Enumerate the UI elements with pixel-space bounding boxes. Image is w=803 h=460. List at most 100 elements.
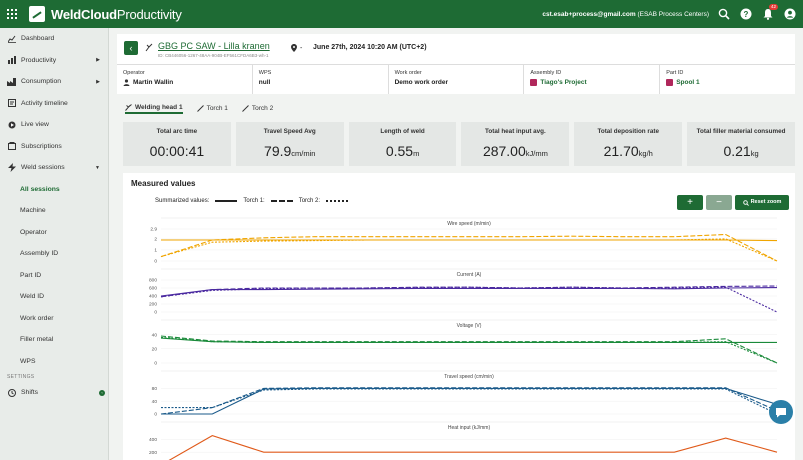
svg-text:?: ? — [744, 10, 749, 19]
search-icon[interactable] — [717, 7, 731, 21]
apps-icon[interactable] — [7, 9, 17, 19]
legend-dashed-line — [270, 200, 293, 202]
series-line — [160, 287, 778, 297]
y-tick-label: 40 — [152, 399, 158, 405]
summary-stats: Total arc time 00:00:41 Travel Speed Avg… — [123, 122, 795, 166]
info-label: Work order — [394, 70, 422, 76]
info-label: Part ID — [666, 70, 684, 76]
stat-label: Travel Speed Avg — [263, 128, 316, 135]
series-line — [160, 238, 778, 262]
chevron-right-icon: ▶ — [96, 57, 100, 64]
y-tick-label: 200 — [149, 302, 157, 308]
chat-button[interactable] — [769, 400, 793, 424]
series-line — [160, 286, 778, 313]
operator-icon — [123, 79, 130, 86]
stat-unit: kg/h — [638, 149, 653, 158]
y-tick-label: 800 — [149, 278, 157, 284]
y-tick-label: 20 — [152, 346, 158, 352]
stat-number: 0.21 — [723, 143, 751, 159]
stat-number: 21.70 — [603, 143, 639, 159]
dashboard-icon — [7, 34, 16, 43]
stat-value: 287.00kJ/mm — [461, 143, 569, 159]
stat-number: 79.9 — [264, 143, 292, 159]
stat-label: Total filler material consumed — [696, 128, 786, 135]
info-wps: WPS null — [253, 65, 389, 94]
tab-torch-1[interactable]: Torch 1 — [196, 99, 228, 114]
app-name-light: Productivity — [116, 6, 182, 22]
sidebar-subitem-assembly-id[interactable]: Assembly ID — [20, 250, 59, 258]
project-icon — [530, 79, 538, 86]
stat-number: 00:00:41 — [149, 143, 205, 159]
legend-solid-line — [215, 200, 238, 202]
sidebar-item-activity-timeline[interactable]: Activity timeline — [0, 93, 108, 115]
zoom-in-button[interactable]: + — [677, 195, 703, 210]
chat-icon — [776, 407, 786, 417]
stat-value: 79.9cm/min — [236, 143, 344, 159]
assembly-link[interactable]: Tiago's Project — [530, 79, 653, 86]
measured-values-title: Measured values — [131, 179, 196, 188]
logo-icon — [29, 6, 45, 22]
reset-zoom-button[interactable]: Reset zoom — [735, 195, 789, 210]
stat-filler-consumed: Total filler material consumed 0.21kg — [687, 122, 795, 166]
sidebar-subitem-machine[interactable]: Machine — [20, 207, 46, 215]
sidebar: Dashboard Productivity ▶ Consumption ▶ A… — [0, 28, 109, 460]
stat-value: 21.70kg/h — [574, 143, 682, 159]
bell-icon[interactable]: 42 — [761, 4, 778, 21]
tab-torch-2[interactable]: Torch 2 — [242, 99, 273, 114]
user-icon[interactable] — [783, 7, 797, 21]
sidebar-item-consumption[interactable]: Consumption ▶ — [0, 71, 108, 93]
info-label: Operator — [123, 70, 145, 76]
y-tick-label: 0 — [154, 310, 157, 316]
sidebar-subitem-weld-id[interactable]: Weld ID — [20, 293, 45, 301]
weld-head-icon — [125, 103, 132, 111]
location-value: - — [300, 44, 303, 52]
back-button[interactable]: ‹ — [124, 41, 138, 55]
reset-zoom-label: Reset zoom — [750, 199, 782, 205]
stat-total-arc-time: Total arc time 00:00:41 — [123, 122, 231, 166]
app-logo[interactable]: WeldCloudProductivity — [51, 7, 182, 22]
stat-number: 0.55 — [385, 143, 414, 159]
series-line — [160, 233, 778, 262]
top-bar: WeldCloudProductivity cst.esab+process@g… — [0, 0, 803, 28]
zoom-out-button[interactable]: − — [706, 195, 732, 210]
sidebar-item-label: Dashboard — [21, 35, 55, 43]
sidebar-item-productivity[interactable]: Productivity ▶ — [0, 50, 108, 72]
sidebar-subitem-work-order[interactable]: Work order — [20, 314, 54, 322]
sidebar-item-live-view[interactable]: Live view — [0, 114, 108, 136]
shifts-icon — [7, 388, 16, 397]
sidebar-subitem-filler-metal[interactable]: Filler metal — [20, 336, 54, 344]
sidebar-subitem-all-sessions[interactable]: All sessions — [20, 185, 60, 193]
info-operator: Operator Martin Wallin — [117, 65, 253, 94]
sidebar-item-label: Live view — [21, 121, 49, 129]
location: - — [291, 44, 302, 52]
tab-label: Torch 2 — [251, 104, 274, 112]
sidebar-item-shifts[interactable]: Shifts ‹ — [0, 382, 108, 404]
chart-icon — [7, 56, 16, 65]
weld-torch-icon — [145, 43, 153, 52]
part-link[interactable]: Spool 1 — [666, 79, 789, 86]
help-icon[interactable]: ? — [739, 7, 753, 21]
sidebar-subitem-part-id[interactable]: Part ID — [20, 271, 42, 279]
stat-length-of-weld: Length of weld 0.55m — [348, 122, 457, 166]
sidebar-item-subscriptions[interactable]: Subscriptions — [0, 136, 108, 158]
legend-summary-label: Summarized values: — [155, 198, 210, 204]
chart-title: Heat input (kJ/mm) — [448, 425, 491, 431]
collapse-icon[interactable]: ‹ — [99, 389, 105, 396]
stat-travel-speed-avg: Travel Speed Avg 79.9cm/min — [235, 122, 344, 166]
sidebar-subitem-wps[interactable]: WPS — [20, 357, 36, 365]
sidebar-item-weld-sessions[interactable]: Weld sessions ▼ — [0, 157, 108, 179]
assembly-value: Tiago's Project — [540, 79, 587, 86]
y-tick-label: 2.9 — [150, 227, 157, 233]
series-line — [168, 435, 778, 460]
info-value: Martin Wallin — [123, 79, 246, 86]
torch-icon — [196, 104, 204, 112]
sidebar-subitem-operator[interactable]: Operator — [20, 228, 47, 236]
y-tick-label: 80 — [152, 386, 158, 392]
chevron-right-icon: ▶ — [96, 78, 100, 85]
tab-welding-head-1[interactable]: Welding head 1 — [125, 99, 183, 114]
y-tick-label: 400 — [149, 294, 157, 300]
tab-label: Torch 1 — [206, 104, 228, 112]
sidebar-item-dashboard[interactable]: Dashboard — [0, 28, 108, 50]
session-title[interactable]: GBG PC SAW - Lilla kranen — [158, 41, 270, 51]
